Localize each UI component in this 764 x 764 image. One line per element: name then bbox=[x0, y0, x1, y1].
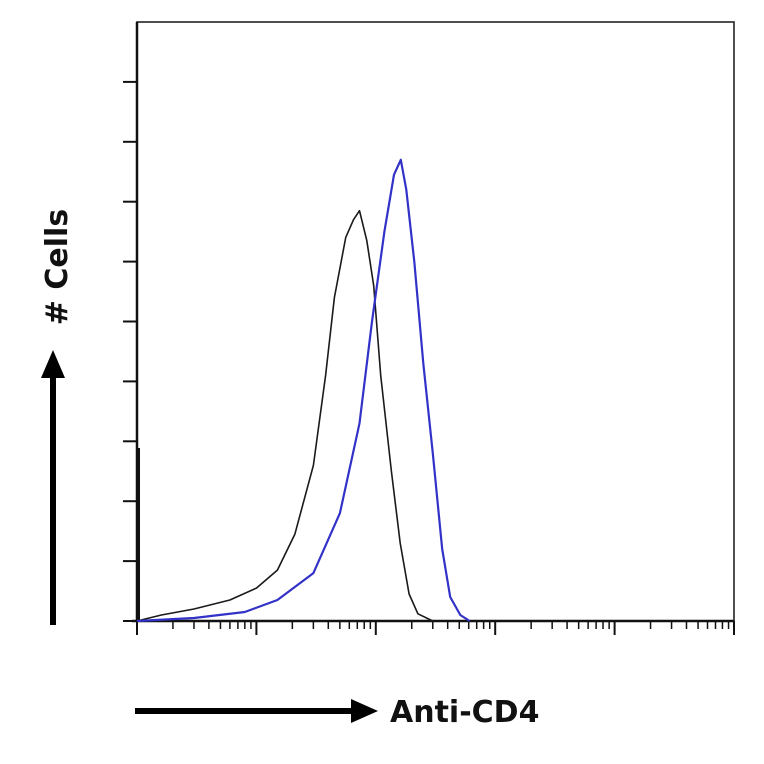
x-axis-arrow-head bbox=[351, 699, 378, 723]
x-axis-ticks bbox=[136, 621, 735, 635]
y-axis-ticks bbox=[123, 80, 137, 622]
series-line-2 bbox=[136, 158, 471, 623]
histogram-series bbox=[136, 158, 471, 623]
y-axis-title: # Cells bbox=[40, 209, 75, 325]
x-axis-title: Anti-CD4 bbox=[390, 695, 539, 730]
y-axis-arrow-head bbox=[41, 350, 65, 378]
series-line-1 bbox=[136, 209, 434, 622]
plot-frame bbox=[136, 21, 735, 622]
